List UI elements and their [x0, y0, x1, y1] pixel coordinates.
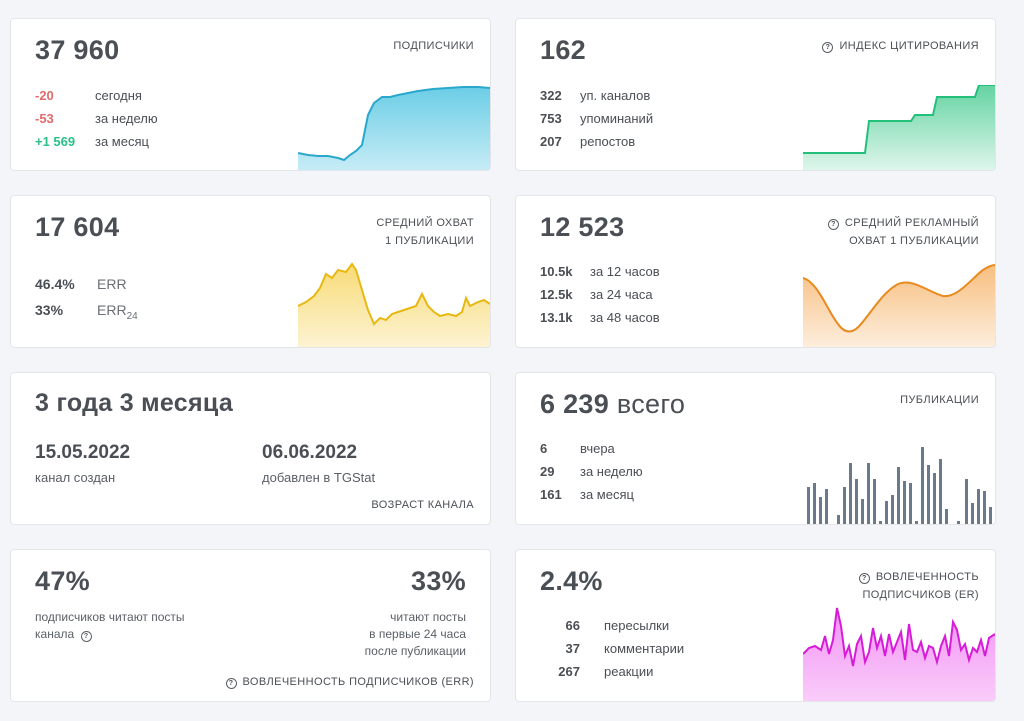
err-label: ? вовлеченность подписчиков (ERR)	[225, 673, 474, 691]
ad-reach-label: ? средний рекламный охват 1 публикации	[827, 214, 979, 250]
question-circle-icon[interactable]: ?	[225, 678, 237, 689]
ad-reach-sparkline	[803, 264, 995, 347]
posts-bar-chart	[807, 447, 992, 524]
stat-row: 267 реакции	[558, 664, 654, 679]
citation-card[interactable]: 162 ? индекс цитирования 322 уп. каналов 7…	[515, 18, 996, 171]
question-circle-icon[interactable]: ?	[827, 219, 839, 230]
avg-reach-label: средний охват 1 публикации	[376, 217, 474, 247]
stat-row: 207 репостов	[540, 134, 636, 149]
stat-row: 46.4% ERR	[35, 276, 127, 292]
ad-reach-value: 12 523	[540, 212, 625, 242]
channel-age-label: возраст канала	[371, 499, 474, 511]
avg-reach-card[interactable]: 17 604 средний охват 1 публикации 46.4% ER…	[10, 195, 491, 348]
stat-row: 29 за неделю	[540, 464, 643, 479]
stat-row: +1 569 за месяц	[35, 134, 149, 149]
err-readers-text: подписчиков читают посты канала ?	[35, 610, 185, 642]
stat-row: 10.5k за 12 часов	[540, 264, 660, 279]
added-text: добавлен в TGStat	[262, 470, 376, 485]
channel-age-card[interactable]: 3 года 3 месяца 15.05.2022 канал создан …	[10, 372, 491, 525]
subscribers-card[interactable]: 37 960 подписчики -20 сегодня -53 за недел…	[10, 18, 491, 171]
stat-row: 6 вчера	[540, 441, 615, 456]
er-sparkline	[803, 607, 995, 701]
question-circle-icon[interactable]: ?	[80, 631, 92, 642]
stat-row: 322 уп. каналов	[540, 88, 651, 103]
er-label: ? вовлеченность подписчиков (ER)	[858, 568, 979, 604]
stat-row: 753 упоминаний	[540, 111, 654, 126]
avg-reach-value: 17 604	[35, 212, 120, 242]
err-24h-value: 33%	[411, 566, 466, 596]
stat-row: 13.1k за 48 часов	[540, 310, 660, 325]
stat-row: 37 комментарии	[565, 641, 685, 656]
subscribers-label: подписчики	[393, 40, 474, 52]
channel-age-value: 3 года 3 месяца	[35, 389, 234, 417]
posts-card[interactable]: 6 239 всего публикации 6 вчера 29 за недел…	[515, 372, 996, 525]
created-text: канал создан	[35, 470, 116, 485]
stat-row: 161 за месяц	[540, 487, 634, 502]
err-24h-text: читают посты в первые 24 часа после публик…	[364, 610, 466, 658]
stat-row: 12.5k за 24 часа	[540, 287, 653, 302]
citation-index-value: 162	[540, 35, 586, 65]
err-card[interactable]: 47% подписчиков читают посты канала ? 33%…	[10, 549, 491, 702]
citation-label: ? индекс цитирования	[822, 37, 979, 55]
stat-row: 66 пересылки	[565, 618, 670, 633]
posts-total: 6 239 всего	[540, 389, 686, 419]
added-date: 06.06.2022	[262, 442, 358, 463]
question-circle-icon[interactable]: ?	[858, 573, 870, 584]
avg-reach-sparkline	[298, 262, 490, 347]
ad-reach-card[interactable]: 12 523 ? средний рекламный охват 1 публика…	[515, 195, 996, 348]
er-card[interactable]: 2.4% ? вовлеченность подписчиков (ER) 66 пе…	[515, 549, 996, 702]
err-readers-value: 47%	[35, 566, 90, 596]
stat-row: 33% ERR24	[35, 302, 138, 322]
citation-sparkline	[803, 85, 995, 170]
posts-label: публикации	[900, 394, 979, 406]
stat-row: -20 сегодня	[35, 88, 142, 103]
subscribers-count: 37 960	[35, 35, 120, 65]
question-circle-icon[interactable]: ?	[822, 42, 834, 53]
er-value: 2.4%	[540, 566, 603, 596]
stat-row: -53 за неделю	[35, 111, 158, 126]
subscribers-sparkline	[298, 86, 490, 170]
created-date: 15.05.2022	[35, 442, 131, 463]
